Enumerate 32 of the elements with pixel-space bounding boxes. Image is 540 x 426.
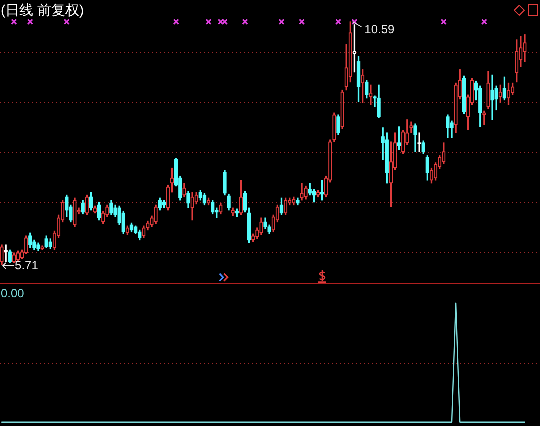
candlestick — [219, 202, 223, 215]
candlestick — [442, 142, 446, 164]
candlestick — [369, 84, 373, 106]
candlestick — [498, 84, 502, 104]
candlestick — [73, 198, 77, 228]
candlestick — [12, 252, 16, 264]
candlestick — [154, 204, 158, 225]
candlestick — [190, 192, 194, 221]
candlestick — [0, 244, 4, 266]
text: 0.00 — [1, 286, 25, 300]
candlestick — [490, 74, 494, 120]
chart-title: (日线 前复权) — [1, 2, 84, 18]
candlestick — [300, 183, 304, 201]
candlestick — [340, 90, 344, 130]
candlestick — [486, 71, 490, 110]
candlestick — [126, 226, 130, 236]
candlestick — [454, 82, 458, 134]
candlestick — [284, 198, 288, 216]
candlestick — [260, 218, 264, 236]
candlestick — [482, 110, 486, 126]
annotation: 10.59 — [364, 22, 396, 36]
annotation: 5.71 — [15, 258, 39, 272]
candlestick — [316, 190, 320, 198]
candlestick — [40, 246, 44, 251]
candlestick — [523, 34, 527, 62]
candlestick — [418, 132, 422, 152]
candlestick — [182, 183, 186, 198]
candlestick — [24, 236, 28, 254]
candlestick — [304, 186, 308, 200]
candlestick — [231, 208, 235, 216]
candlestick — [515, 40, 519, 83]
candlestick — [206, 198, 211, 206]
